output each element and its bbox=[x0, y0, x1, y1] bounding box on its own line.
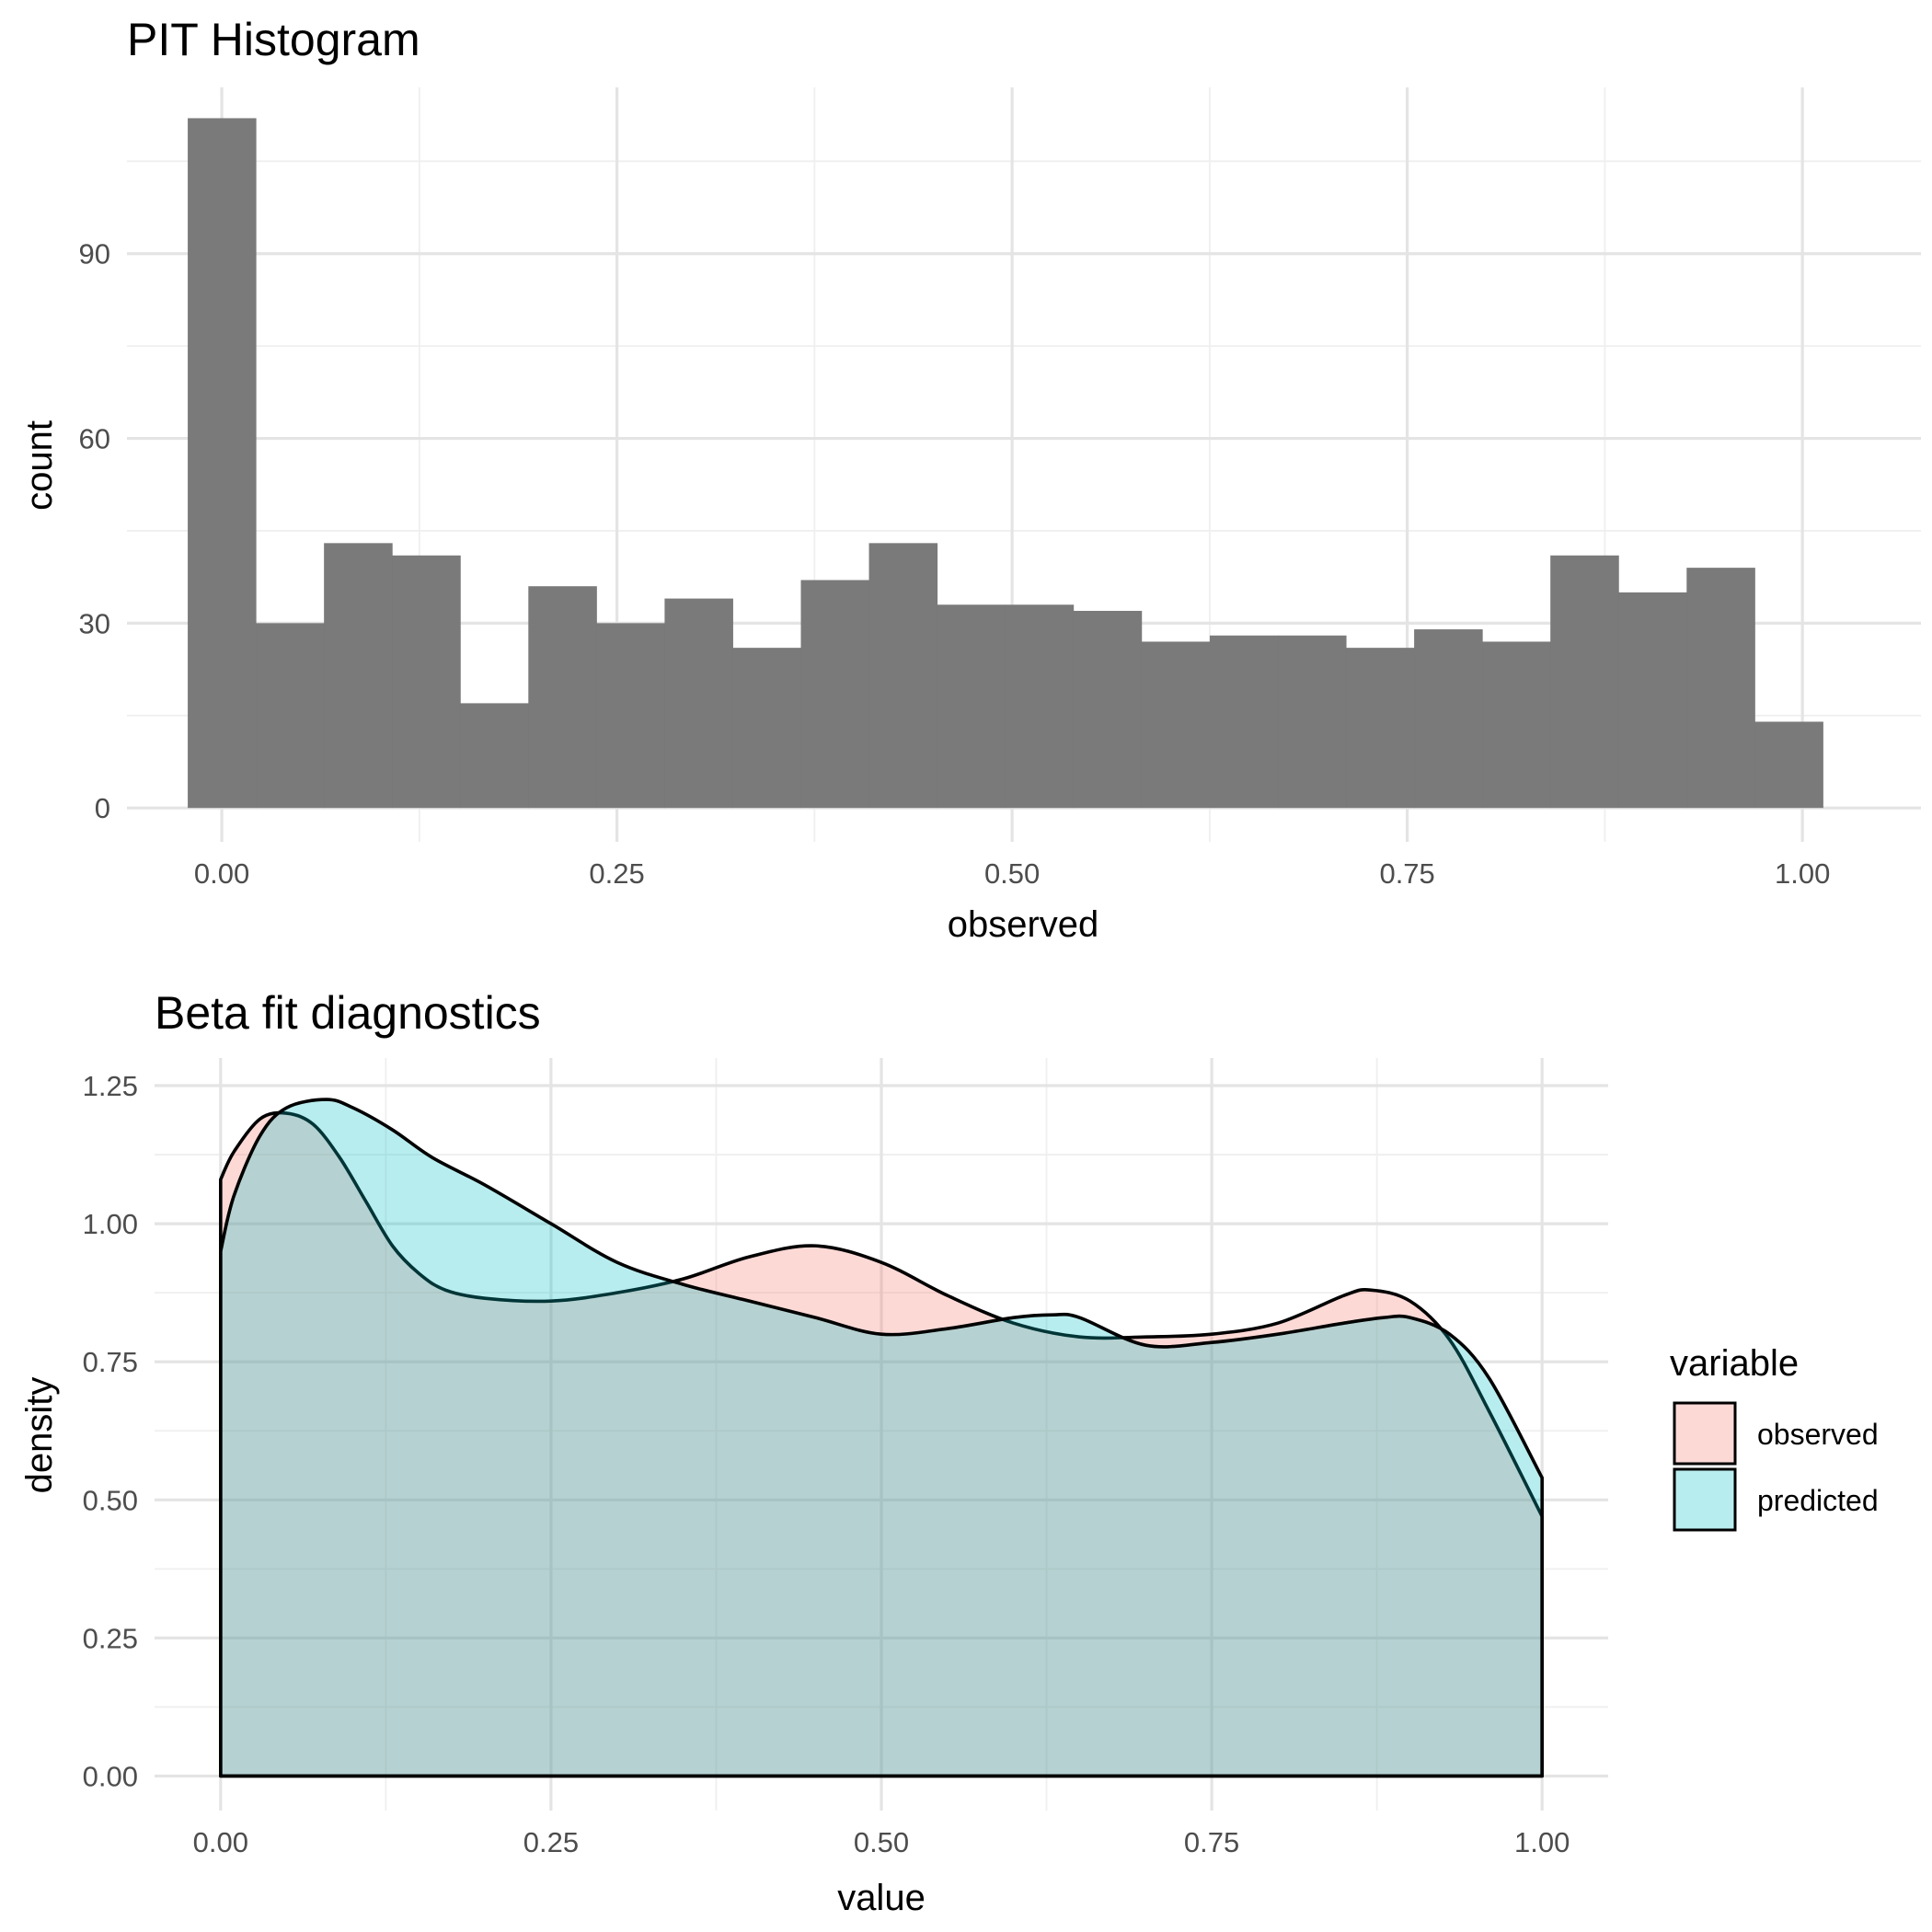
x-axis-title: observed bbox=[948, 904, 1099, 945]
chart-title: Beta fit diagnostics bbox=[155, 987, 541, 1039]
x-tick-label: 0.25 bbox=[589, 857, 644, 890]
x-tick-label: 0.00 bbox=[194, 857, 249, 890]
histogram-bar bbox=[256, 623, 325, 809]
histogram-bar bbox=[460, 703, 529, 809]
histogram-bar bbox=[1754, 721, 1823, 809]
histogram-bar bbox=[188, 118, 257, 809]
legend-label-predicted: predicted bbox=[1757, 1484, 1879, 1517]
legend-key-observed bbox=[1673, 1401, 1737, 1466]
x-tick-label: 1.00 bbox=[1514, 1826, 1570, 1858]
legend-key-predicted bbox=[1673, 1467, 1737, 1532]
y-tick-label: 30 bbox=[79, 607, 110, 639]
histogram-bar bbox=[1618, 592, 1687, 809]
histogram-bar bbox=[1073, 610, 1143, 809]
y-axis-title: density bbox=[19, 1377, 60, 1494]
histogram-bar bbox=[868, 543, 938, 809]
histogram-bar bbox=[528, 586, 597, 809]
density-areas bbox=[219, 1098, 1544, 1778]
legend-title: variable bbox=[1670, 1343, 1799, 1384]
histogram-bar bbox=[1346, 648, 1415, 809]
y-tick-label: 0.75 bbox=[83, 1346, 138, 1378]
histogram-bar bbox=[596, 623, 665, 809]
pit-histogram-panel: 0 30 60 90 0.00 0.25 0.50 0.75 1.00 PIT Histogr… bbox=[19, 14, 1921, 945]
histogram-bar bbox=[324, 543, 393, 809]
y-tick-label: 1.00 bbox=[83, 1208, 138, 1240]
histogram-bar bbox=[1005, 604, 1075, 809]
histogram-bar bbox=[392, 555, 461, 809]
y-tick-label: 90 bbox=[79, 238, 110, 270]
x-tick-label: 0.00 bbox=[193, 1826, 248, 1858]
x-tick-label: 0.75 bbox=[1184, 1826, 1239, 1858]
x-tick-label: 1.00 bbox=[1775, 857, 1830, 890]
chart-title: PIT Histogram bbox=[127, 14, 420, 65]
x-tick-label: 0.50 bbox=[854, 1826, 909, 1858]
y-tick-label: 60 bbox=[79, 423, 110, 455]
x-tick-labels: 0.00 0.25 0.50 0.75 1.00 bbox=[193, 1826, 1570, 1858]
histogram-bar bbox=[1686, 568, 1755, 809]
histogram-bar bbox=[664, 598, 733, 809]
histogram-bar bbox=[732, 648, 801, 809]
x-axis-title: value bbox=[837, 1878, 926, 1918]
legend-label-observed: observed bbox=[1757, 1418, 1879, 1451]
density-area-observed bbox=[219, 1110, 1544, 1778]
histogram-bar bbox=[1141, 641, 1211, 809]
histogram-bar bbox=[1482, 641, 1551, 809]
x-tick-labels: 0.00 0.25 0.50 0.75 1.00 bbox=[194, 857, 1830, 890]
y-tick-labels: 0 30 60 90 bbox=[79, 238, 110, 824]
histogram-bar bbox=[800, 580, 870, 809]
y-tick-labels: 0.00 0.25 0.50 0.75 1.00 1.25 bbox=[83, 1070, 138, 1792]
histogram-bar bbox=[1414, 629, 1483, 809]
y-tick-label: 0 bbox=[95, 792, 110, 824]
histogram-bar bbox=[1209, 635, 1279, 809]
x-tick-label: 0.50 bbox=[984, 857, 1040, 890]
y-axis-title: count bbox=[19, 420, 60, 511]
legend-item-observed: observed bbox=[1673, 1401, 1879, 1466]
histogram-bars bbox=[188, 118, 1823, 809]
density-area-predicted bbox=[219, 1098, 1544, 1778]
legend-item-predicted: predicted bbox=[1673, 1467, 1879, 1532]
y-tick-label: 0.25 bbox=[83, 1622, 138, 1654]
beta-fit-panel: 0.00 0.25 0.50 0.75 1.00 1.25 0.00 0.25 0.50 0.7… bbox=[19, 987, 1879, 1918]
y-tick-label: 1.25 bbox=[83, 1070, 138, 1102]
y-tick-label: 0.50 bbox=[83, 1484, 138, 1516]
y-tick-label: 0.00 bbox=[83, 1760, 138, 1792]
x-tick-label: 0.25 bbox=[523, 1826, 579, 1858]
histogram-bar bbox=[937, 604, 1006, 809]
histogram-bar bbox=[1550, 555, 1619, 809]
histogram-bar bbox=[1278, 635, 1347, 809]
x-tick-label: 0.75 bbox=[1379, 857, 1434, 890]
legend: variable observed predicted bbox=[1670, 1343, 1879, 1532]
